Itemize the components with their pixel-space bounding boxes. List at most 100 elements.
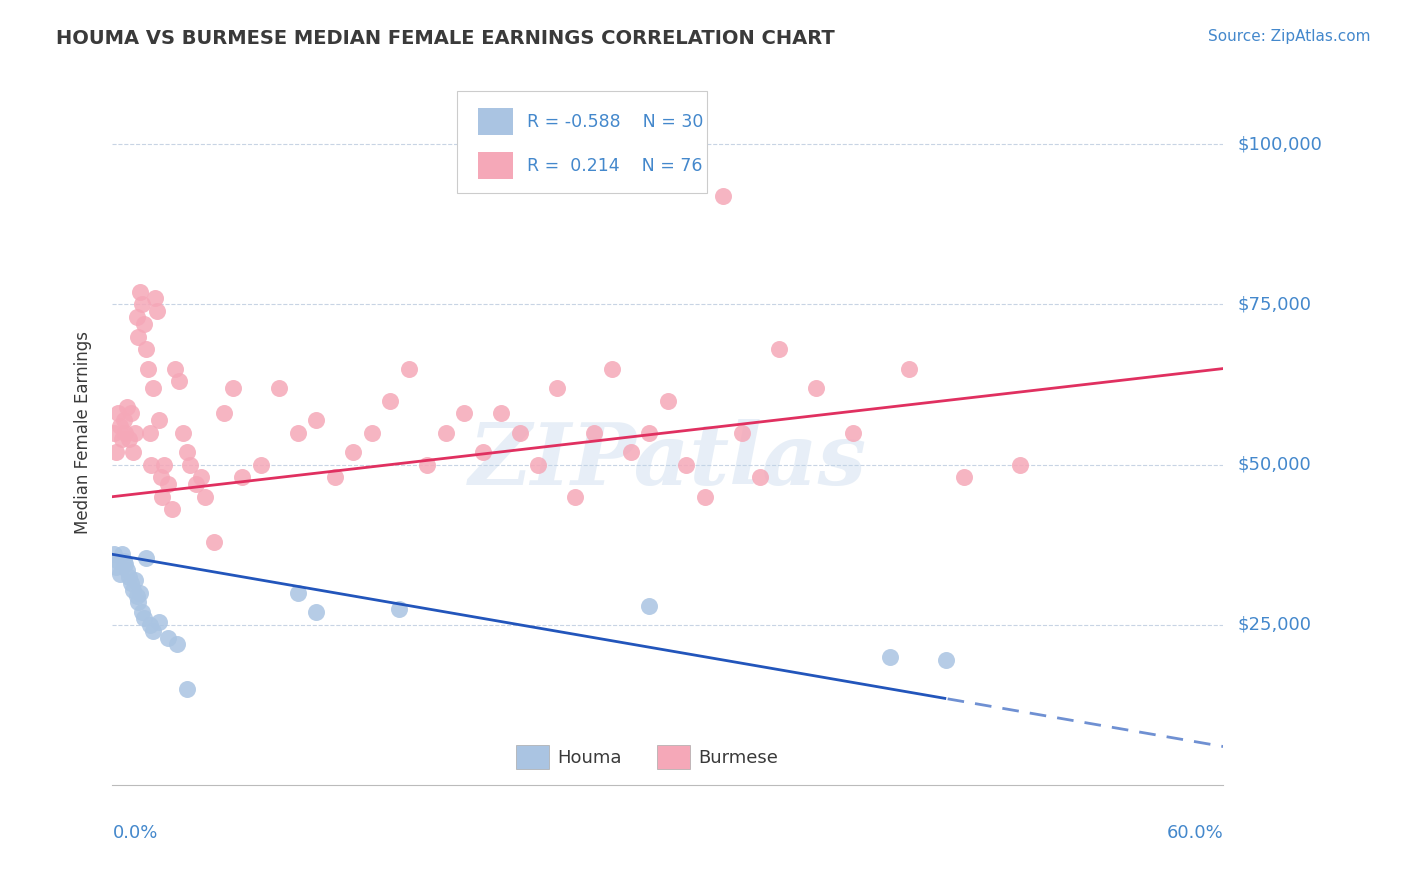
Point	[222, 381, 245, 395]
Point	[184, 476, 207, 491]
Point	[546, 381, 568, 395]
Point	[120, 406, 142, 420]
Point	[491, 406, 513, 420]
Point	[148, 615, 170, 629]
Point	[693, 490, 716, 504]
Point	[194, 490, 217, 504]
Point	[471, 445, 494, 459]
Point	[127, 595, 149, 609]
Point	[305, 605, 328, 619]
Text: Burmese: Burmese	[697, 749, 778, 767]
Point	[342, 445, 364, 459]
Point	[620, 445, 643, 459]
Point	[380, 393, 402, 408]
Point	[121, 445, 143, 459]
Bar	[516, 745, 548, 770]
Point	[132, 611, 155, 625]
Point	[135, 343, 157, 357]
Point	[176, 445, 198, 459]
Point	[112, 413, 135, 427]
Point	[897, 361, 920, 376]
Point	[388, 601, 411, 615]
Text: 0.0%: 0.0%	[112, 823, 157, 842]
Point	[731, 425, 754, 440]
Point	[287, 425, 309, 440]
Point	[141, 458, 163, 472]
Point	[153, 458, 176, 472]
Point	[136, 361, 159, 376]
Point	[125, 310, 148, 325]
Point	[148, 413, 170, 427]
Point	[118, 570, 141, 584]
Point	[117, 563, 139, 577]
Point	[111, 547, 134, 561]
Text: $25,000: $25,000	[1237, 615, 1312, 634]
Point	[149, 470, 172, 484]
Point	[527, 458, 550, 472]
Point	[231, 470, 253, 484]
FancyBboxPatch shape	[457, 91, 707, 193]
Point	[105, 445, 128, 459]
Y-axis label: Median Female Earnings: Median Female Earnings	[73, 331, 91, 534]
Point	[157, 476, 180, 491]
Point	[842, 425, 865, 440]
Point	[107, 406, 129, 420]
Bar	[657, 745, 690, 770]
Point	[114, 557, 136, 571]
Point	[142, 624, 165, 639]
Point	[416, 458, 439, 472]
Text: $75,000: $75,000	[1237, 295, 1312, 313]
Point	[249, 458, 271, 472]
Point	[120, 576, 142, 591]
Point	[124, 573, 146, 587]
Point	[124, 425, 146, 440]
Point	[103, 547, 125, 561]
Point	[172, 425, 194, 440]
Point	[190, 470, 212, 484]
Point	[1008, 458, 1031, 472]
Point	[111, 432, 134, 446]
Bar	[478, 109, 513, 136]
Point	[108, 419, 131, 434]
Point	[360, 425, 382, 440]
Point	[323, 470, 346, 484]
Point	[267, 381, 291, 395]
Point	[103, 425, 125, 440]
Point	[602, 361, 624, 376]
Point	[165, 361, 187, 376]
Point	[657, 393, 679, 408]
Point	[953, 470, 976, 484]
Point	[434, 425, 457, 440]
Point	[509, 425, 531, 440]
Point	[152, 490, 174, 504]
Point	[582, 425, 605, 440]
Text: $100,000: $100,000	[1237, 136, 1322, 153]
Text: Houma: Houma	[557, 749, 621, 767]
Point	[638, 425, 661, 440]
Point	[804, 381, 827, 395]
Point	[105, 560, 128, 574]
Point	[138, 425, 160, 440]
Point	[146, 304, 169, 318]
Point	[132, 317, 155, 331]
Point	[118, 432, 141, 446]
Text: ZIPatlas: ZIPatlas	[468, 419, 868, 502]
Point	[114, 425, 136, 440]
Point	[749, 470, 772, 484]
Point	[157, 631, 180, 645]
Point	[713, 188, 735, 202]
Text: HOUMA VS BURMESE MEDIAN FEMALE EARNINGS CORRELATION CHART: HOUMA VS BURMESE MEDIAN FEMALE EARNINGS …	[56, 29, 835, 48]
Text: R =  0.214    N = 76: R = 0.214 N = 76	[527, 157, 702, 175]
Point	[176, 681, 198, 696]
Point	[138, 617, 160, 632]
Point	[125, 589, 148, 603]
Point	[564, 490, 586, 504]
Point	[135, 550, 157, 565]
Point	[638, 599, 661, 613]
Bar	[478, 153, 513, 179]
Point	[212, 406, 235, 420]
Point	[167, 375, 190, 389]
Point	[121, 582, 143, 597]
Point	[117, 400, 139, 414]
Point	[160, 502, 183, 516]
